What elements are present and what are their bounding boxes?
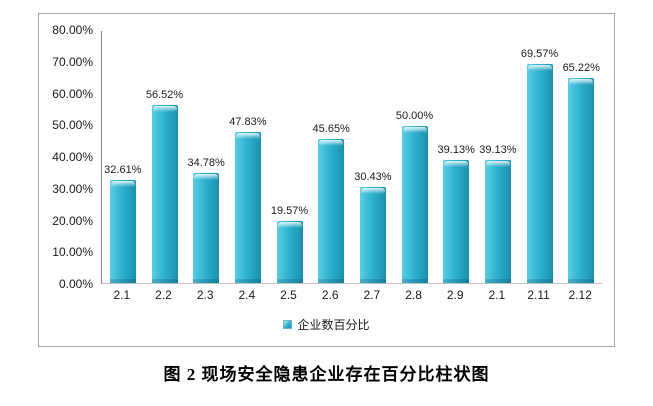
bar-value-label: 34.78% bbox=[187, 157, 225, 170]
y-axis-tick-label: 70.00% bbox=[52, 54, 93, 69]
bar-group: 65.22% bbox=[560, 31, 602, 284]
bar bbox=[359, 187, 386, 283]
x-axis-labels: 2.1 2.2 2.3 2.4 2.5 2.6 2.7 2.8 2.9 2.1 2.11 2.12 bbox=[101, 288, 601, 303]
bar bbox=[526, 63, 553, 284]
chart-frame: 80.00% 70.00% 60.00% 50.00% 40.00% 30.00% 20.0… bbox=[38, 13, 615, 347]
bar-group: 50.00% bbox=[394, 31, 436, 283]
bar bbox=[443, 159, 470, 284]
bar-value-label: 32.61% bbox=[104, 164, 142, 177]
x-axis-tick-label: 2.4 bbox=[238, 288, 256, 302]
x-axis-tick-label: 2.3 bbox=[196, 288, 214, 302]
x-axis-tick-label: 2.7 bbox=[363, 288, 381, 302]
x-axis-tick-label: 2.1 bbox=[488, 288, 506, 302]
x-axis-tick-label: 2.11 bbox=[527, 288, 550, 302]
x-axis-tick-label: 2.1 bbox=[113, 288, 131, 302]
bar bbox=[276, 221, 303, 283]
y-axis-tick-label: 30.00% bbox=[52, 181, 93, 196]
y-axis-tick-label: 80.00% bbox=[52, 23, 93, 37]
bar-value-label: 69.57% bbox=[520, 47, 559, 60]
bar-group: 19.57% bbox=[269, 31, 311, 283]
bar-group: 45.65% bbox=[310, 31, 352, 283]
y-axis-tick-label: 50.00% bbox=[52, 118, 93, 133]
bar-value-label: 50.00% bbox=[395, 109, 434, 122]
bar bbox=[484, 159, 511, 284]
bar-value-label: 39.13% bbox=[479, 143, 517, 156]
bar-value-label: 65.22% bbox=[562, 61, 600, 74]
bar-group: 32.61% bbox=[102, 31, 144, 283]
bar-group: 47.83% bbox=[227, 31, 269, 283]
bar-group: 69.57% bbox=[519, 31, 561, 284]
bar bbox=[109, 180, 136, 283]
y-axis-tick-label: 60.00% bbox=[52, 86, 93, 101]
bar-group: 34.78% bbox=[185, 31, 227, 283]
x-axis-tick-label: 2.9 bbox=[446, 288, 464, 302]
bar-value-label: 39.13% bbox=[437, 143, 475, 156]
x-axis-tick-label: 2.8 bbox=[405, 288, 422, 302]
bar bbox=[568, 77, 595, 284]
y-axis-tick-label: 40.00% bbox=[52, 150, 93, 164]
bar-value-label: 45.65% bbox=[312, 123, 350, 136]
plot-area: 32.61% 56.52% 34.78% 47.83% 19.57% 45.65% 30.4… bbox=[101, 31, 602, 284]
legend-swatch-icon bbox=[283, 320, 293, 329]
bar-value-label: 30.43% bbox=[354, 171, 392, 184]
y-axis-labels: 80.00% 70.00% 60.00% 50.00% 40.00% 30.00% 20.0… bbox=[39, 23, 93, 291]
x-axis-tick-label: 2.2 bbox=[155, 288, 172, 302]
bar bbox=[193, 173, 220, 283]
bar bbox=[401, 125, 428, 283]
x-axis-tick-label: 2.5 bbox=[280, 288, 297, 302]
y-axis-tick-label: 0.00% bbox=[58, 277, 93, 291]
figure-caption: 图 2 现场安全隐患企业存在百分比柱状图 bbox=[163, 365, 490, 384]
bar-group: 39.13% bbox=[435, 31, 477, 284]
legend-label: 企业数百分比 bbox=[297, 318, 370, 332]
x-axis-tick-label: 2.6 bbox=[321, 288, 339, 302]
bar bbox=[234, 132, 261, 283]
legend: 企业数百分比 bbox=[39, 316, 614, 333]
y-axis-tick-label: 20.00% bbox=[52, 213, 93, 228]
bar bbox=[318, 139, 345, 283]
bar bbox=[151, 104, 178, 284]
bar-value-label: 19.57% bbox=[270, 205, 309, 218]
bar-group: 39.13% bbox=[477, 31, 519, 284]
bar-group: 56.52% bbox=[144, 31, 186, 284]
bar-value-label: 47.83% bbox=[229, 116, 267, 129]
bar-group: 30.43% bbox=[352, 31, 394, 283]
x-axis-tick-label: 2.12 bbox=[568, 288, 592, 302]
bar-value-label: 56.52% bbox=[145, 88, 184, 101]
y-axis-tick-label: 10.00% bbox=[52, 245, 93, 260]
